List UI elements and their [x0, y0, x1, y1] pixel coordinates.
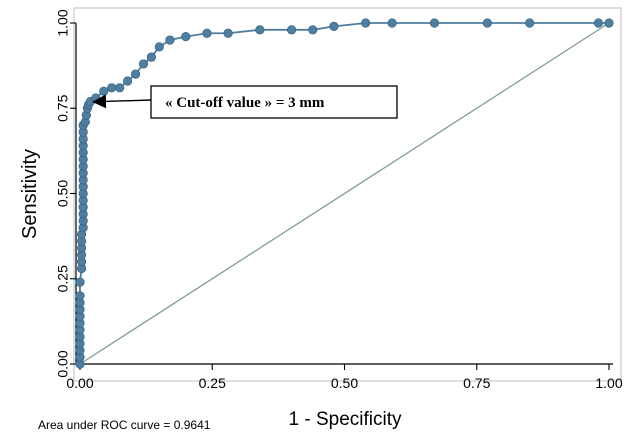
roc-point	[99, 86, 109, 96]
annotation-box	[150, 85, 398, 119]
x-tick-label: 0.25	[199, 375, 226, 391]
reference-diagonal-line	[79, 22, 610, 365]
roc-point	[75, 291, 85, 301]
roc-point	[525, 18, 535, 28]
roc-point	[202, 28, 212, 38]
y-tick-label: 0.75	[55, 94, 71, 121]
annotation-arrow	[92, 94, 152, 109]
roc-point	[75, 277, 85, 287]
roc-point	[165, 35, 175, 45]
x-axis-label: 1 - Specificity	[289, 409, 402, 430]
roc-point	[387, 18, 397, 28]
roc-point	[429, 18, 440, 28]
roc-point	[308, 25, 318, 35]
annotation-text: « Cut-off value » = 3 mm	[165, 95, 325, 111]
roc-point	[107, 83, 117, 93]
roc-point	[130, 69, 141, 79]
roc-point	[482, 18, 492, 28]
roc-point	[146, 52, 157, 62]
roc-point	[287, 25, 297, 35]
x-tick-label: 0.50	[331, 375, 358, 391]
y-tick-label: 0.25	[55, 265, 71, 292]
roc-point	[593, 18, 604, 28]
x-tick-label: 0.00	[66, 375, 93, 391]
roc-point	[361, 18, 371, 28]
roc-point	[115, 83, 125, 93]
roc-point	[329, 21, 339, 32]
y-tick-label: 0.50	[55, 180, 71, 207]
roc-point	[604, 18, 614, 28]
roc-point	[223, 28, 233, 38]
auc-footnote: Area under ROC curve = 0.9641	[38, 418, 211, 432]
y-tick-label: 1.00	[55, 9, 71, 36]
plot-frame	[73, 7, 622, 382]
x-tick-label: 1.00	[595, 375, 622, 391]
roc-point	[181, 32, 191, 42]
roc-point	[138, 59, 149, 69]
roc-point	[255, 25, 265, 35]
roc-point	[123, 76, 133, 86]
y-axis-label: Sensitivity	[19, 149, 41, 239]
x-tick-label: 0.75	[463, 375, 490, 391]
roc-point	[154, 42, 164, 52]
y-tick-label: 0.00	[55, 350, 71, 377]
